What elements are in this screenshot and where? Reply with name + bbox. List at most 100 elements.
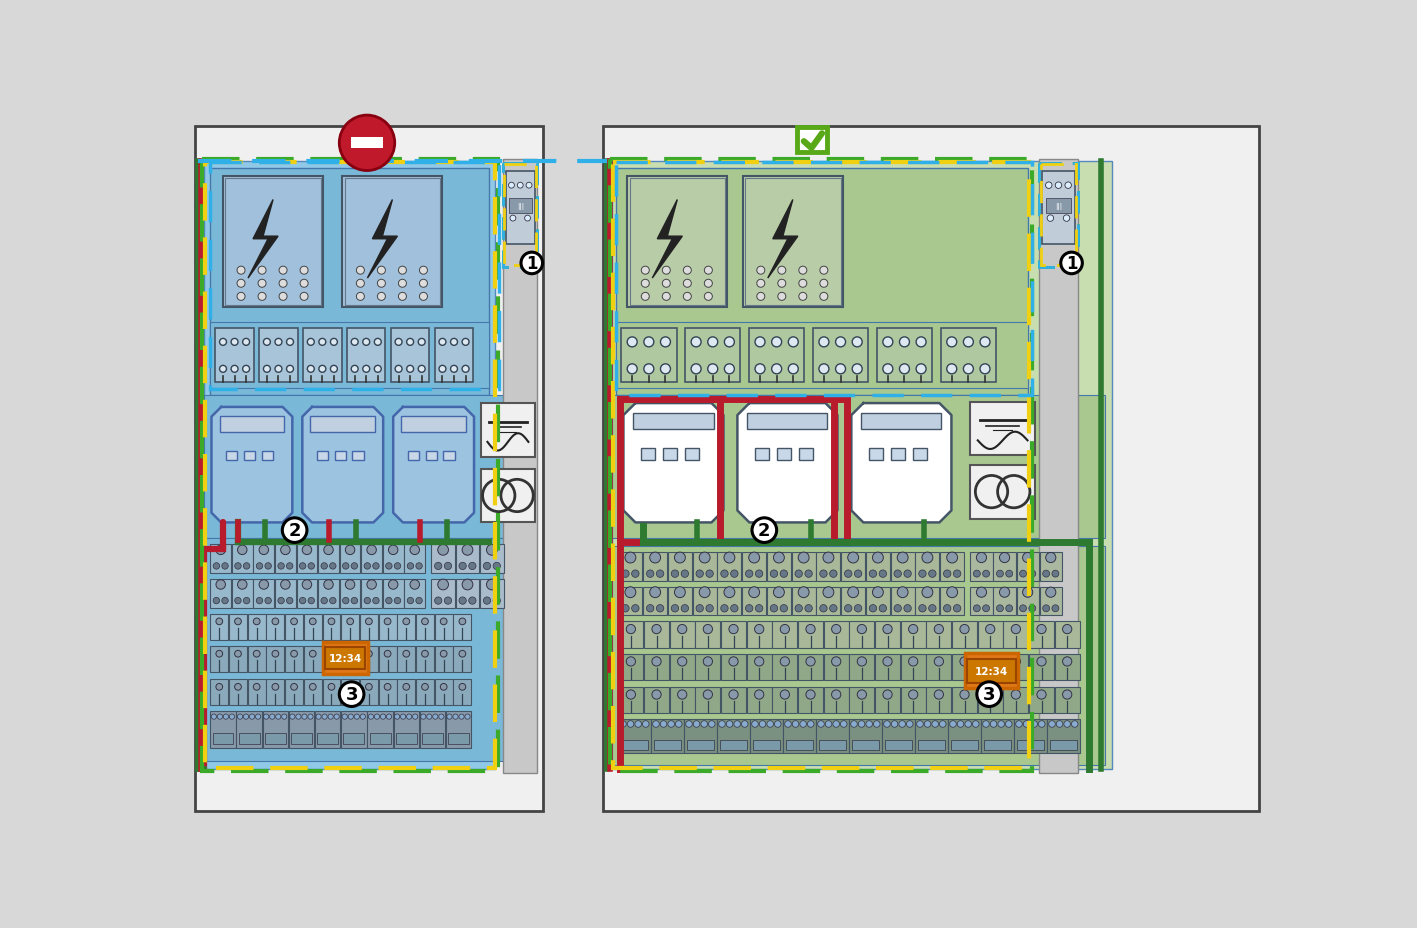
Polygon shape [303, 646, 322, 673]
Circle shape [939, 721, 947, 728]
Circle shape [934, 625, 944, 634]
Circle shape [820, 267, 828, 275]
Circle shape [999, 587, 1010, 598]
Circle shape [279, 293, 288, 301]
Polygon shape [230, 646, 247, 673]
Circle shape [682, 571, 689, 578]
Polygon shape [952, 622, 976, 648]
Circle shape [677, 625, 687, 634]
Polygon shape [891, 587, 914, 615]
Polygon shape [645, 622, 669, 648]
Circle shape [290, 651, 298, 657]
Circle shape [281, 580, 290, 589]
Circle shape [947, 338, 956, 347]
Circle shape [676, 721, 682, 728]
Polygon shape [655, 740, 680, 750]
Polygon shape [687, 740, 714, 750]
Circle shape [421, 715, 427, 719]
Polygon shape [378, 614, 397, 640]
Polygon shape [737, 404, 837, 522]
Polygon shape [353, 451, 364, 460]
Polygon shape [323, 614, 340, 640]
Polygon shape [204, 161, 495, 769]
Circle shape [932, 721, 938, 728]
Circle shape [410, 546, 419, 555]
Polygon shape [684, 329, 741, 383]
Circle shape [622, 571, 629, 578]
Circle shape [973, 605, 981, 612]
Circle shape [374, 715, 380, 719]
Polygon shape [747, 413, 828, 430]
Circle shape [265, 598, 272, 604]
Circle shape [847, 587, 859, 598]
Circle shape [213, 563, 220, 570]
Circle shape [693, 721, 700, 728]
Circle shape [410, 580, 419, 589]
Polygon shape [823, 654, 849, 680]
Circle shape [897, 552, 908, 563]
Polygon shape [419, 712, 445, 748]
Polygon shape [849, 654, 874, 680]
Circle shape [354, 715, 360, 719]
Polygon shape [397, 614, 415, 640]
Polygon shape [772, 622, 798, 648]
Circle shape [377, 293, 385, 301]
Circle shape [1023, 553, 1033, 563]
Circle shape [407, 563, 414, 570]
Circle shape [707, 365, 718, 374]
Circle shape [330, 563, 336, 570]
Circle shape [398, 267, 407, 275]
Circle shape [883, 657, 893, 666]
Polygon shape [745, 179, 840, 305]
Circle shape [244, 715, 248, 719]
Polygon shape [1047, 719, 1080, 754]
Polygon shape [431, 579, 455, 608]
Polygon shape [971, 587, 993, 615]
Circle shape [322, 598, 327, 604]
Circle shape [806, 690, 815, 700]
Circle shape [329, 651, 334, 657]
Circle shape [857, 690, 866, 700]
Circle shape [701, 721, 707, 728]
Polygon shape [394, 712, 419, 748]
Polygon shape [275, 545, 296, 574]
Polygon shape [618, 622, 643, 648]
Circle shape [781, 605, 788, 612]
Polygon shape [1003, 687, 1029, 714]
Circle shape [351, 366, 359, 373]
Circle shape [242, 339, 249, 346]
Circle shape [394, 563, 401, 570]
Circle shape [462, 579, 473, 590]
Circle shape [704, 280, 713, 288]
Circle shape [1049, 721, 1056, 728]
Polygon shape [717, 719, 750, 754]
Circle shape [986, 625, 995, 634]
Circle shape [996, 571, 1003, 577]
Circle shape [451, 366, 458, 373]
Circle shape [904, 571, 911, 578]
Polygon shape [425, 451, 436, 460]
Circle shape [646, 571, 653, 578]
Circle shape [265, 563, 272, 570]
Circle shape [453, 715, 458, 719]
Circle shape [1043, 571, 1050, 577]
Circle shape [222, 598, 228, 604]
Polygon shape [266, 679, 285, 705]
Polygon shape [1040, 587, 1061, 615]
Circle shape [1063, 690, 1071, 700]
Polygon shape [743, 552, 767, 581]
Circle shape [235, 651, 241, 657]
Circle shape [407, 715, 412, 719]
Circle shape [1020, 605, 1026, 612]
Circle shape [990, 721, 998, 728]
Circle shape [922, 587, 932, 598]
Circle shape [866, 721, 873, 728]
Polygon shape [391, 329, 429, 383]
Circle shape [751, 721, 758, 728]
Circle shape [703, 625, 713, 634]
Polygon shape [751, 719, 782, 754]
Circle shape [329, 684, 334, 690]
Polygon shape [254, 545, 275, 574]
Polygon shape [422, 733, 444, 744]
Polygon shape [506, 172, 534, 244]
